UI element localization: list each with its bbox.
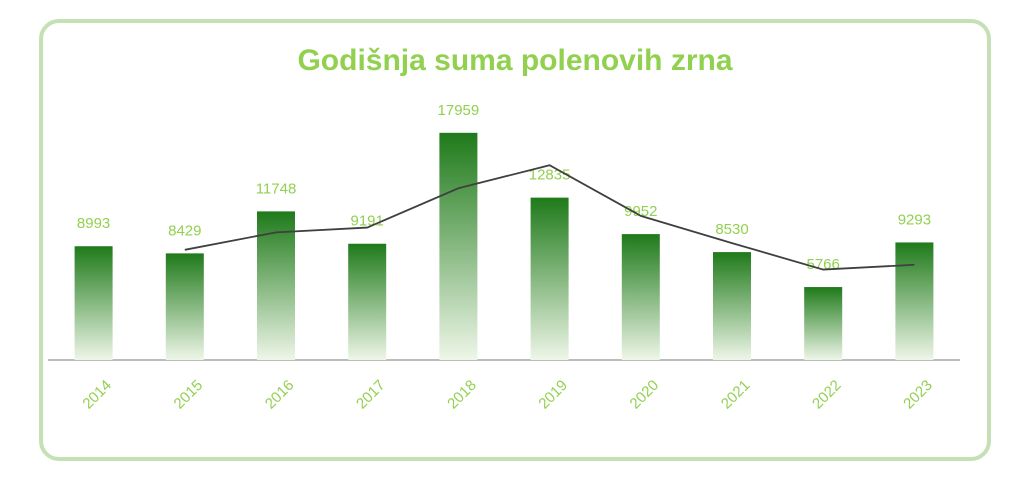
value-label: 9191: [351, 213, 384, 230]
bar: [804, 287, 843, 360]
bar: [530, 197, 569, 360]
value-label: 17959: [438, 102, 480, 119]
bar: [257, 211, 295, 360]
bar: [713, 252, 751, 360]
value-label: 8530: [715, 221, 748, 238]
bar: [895, 242, 934, 360]
bar: [165, 253, 204, 360]
bar: [621, 234, 660, 360]
chart-title: Godišnja suma polenovih zrna: [297, 44, 732, 77]
bar: [348, 243, 387, 360]
value-label: 8993: [77, 215, 110, 232]
value-label: 8429: [168, 222, 201, 239]
bar: [439, 132, 478, 360]
value-label: 9293: [898, 211, 931, 228]
trendline: [184, 164, 915, 271]
value-label: 11748: [256, 180, 297, 197]
bar: [74, 246, 113, 360]
value-label: 9952: [624, 203, 657, 220]
